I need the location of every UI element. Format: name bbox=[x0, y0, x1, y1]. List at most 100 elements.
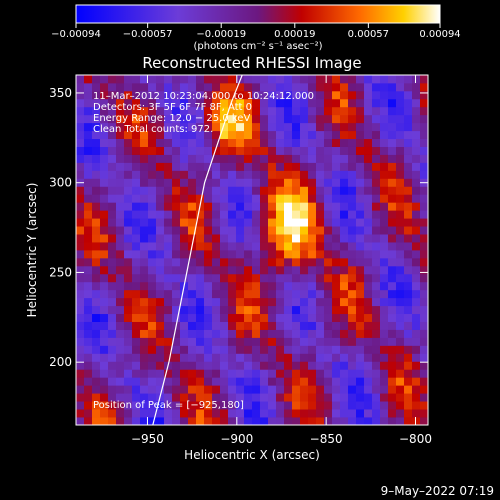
heatmap-cell bbox=[172, 393, 181, 402]
heatmap-cell bbox=[76, 361, 85, 370]
heatmap-cell bbox=[204, 138, 213, 147]
heatmap-cell bbox=[308, 417, 317, 425]
heatmap-cell bbox=[268, 257, 277, 267]
heatmap-cell bbox=[420, 345, 428, 354]
heatmap-cell bbox=[116, 106, 125, 116]
heatmap-cell bbox=[212, 337, 221, 346]
heatmap-cell bbox=[340, 353, 349, 362]
heatmap-cell bbox=[76, 273, 85, 283]
heatmap-cell bbox=[124, 401, 133, 410]
heatmap-cell bbox=[300, 234, 309, 243]
heatmap-cell bbox=[220, 377, 229, 386]
heatmap-cell bbox=[404, 122, 413, 132]
heatmap-cell bbox=[140, 281, 149, 291]
heatmap-cell bbox=[220, 353, 229, 362]
heatmap-cell bbox=[172, 186, 181, 195]
heatmap-cell bbox=[380, 289, 389, 299]
heatmap-cell bbox=[124, 353, 133, 362]
heatmap-cell bbox=[332, 393, 341, 402]
heatmap-cell bbox=[260, 98, 269, 108]
heatmap-cell bbox=[340, 265, 349, 275]
heatmap-cell bbox=[300, 369, 309, 378]
heatmap-cell bbox=[228, 297, 237, 307]
heatmap-cell bbox=[300, 281, 309, 291]
heatmap-cell bbox=[324, 265, 333, 275]
heatmap-cell bbox=[196, 393, 205, 402]
heatmap-cell bbox=[148, 409, 157, 418]
heatmap-cell bbox=[324, 281, 333, 291]
heatmap-cell bbox=[404, 385, 413, 394]
heatmap-cell bbox=[396, 281, 405, 291]
heatmap-cell bbox=[84, 162, 93, 171]
heatmap-cell bbox=[316, 114, 325, 124]
heatmap-cell bbox=[92, 361, 101, 370]
heatmap-cell bbox=[84, 377, 93, 386]
heatmap-cell bbox=[292, 321, 301, 330]
heatmap-cell bbox=[124, 289, 133, 299]
heatmap-cell bbox=[84, 178, 93, 187]
heatmap-cell bbox=[332, 305, 341, 315]
heatmap-cell bbox=[388, 114, 397, 124]
heatmap-cell bbox=[316, 353, 325, 362]
heatmap-cell bbox=[180, 305, 189, 315]
heatmap-cell bbox=[236, 138, 245, 147]
heatmap-cell bbox=[108, 114, 117, 124]
heatmap-cell bbox=[324, 273, 333, 283]
heatmap-cell bbox=[356, 130, 365, 140]
heatmap-cell bbox=[244, 417, 253, 425]
heatmap-cell bbox=[324, 234, 333, 243]
heatmap-cell bbox=[108, 385, 117, 394]
heatmap-cell bbox=[164, 353, 173, 362]
heatmap-cell bbox=[108, 194, 117, 203]
heatmap-cell bbox=[236, 377, 245, 386]
heatmap-cell bbox=[100, 361, 109, 370]
heatmap-cell bbox=[244, 98, 253, 108]
heatmap-cell bbox=[284, 90, 293, 100]
heatmap-cell bbox=[412, 75, 421, 84]
heatmap-cell bbox=[340, 178, 349, 187]
heatmap-cell bbox=[244, 257, 253, 267]
heatmap-cell bbox=[348, 313, 357, 322]
heatmap-cell bbox=[372, 265, 381, 275]
heatmap-cell bbox=[228, 114, 237, 124]
heatmap-cell bbox=[228, 401, 237, 410]
heatmap-cell bbox=[324, 186, 333, 195]
heatmap-cell bbox=[316, 122, 325, 132]
heatmap-cell bbox=[292, 122, 301, 132]
heatmap-cell bbox=[396, 297, 405, 307]
heatmap-cell bbox=[196, 409, 205, 418]
heatmap-cell bbox=[212, 138, 221, 147]
heatmap-cell bbox=[380, 250, 389, 259]
heatmap-cell bbox=[220, 409, 229, 418]
heatmap-cell bbox=[108, 273, 117, 283]
heatmap-cell bbox=[76, 289, 85, 299]
heatmap-cell bbox=[356, 257, 365, 267]
heatmap-cell bbox=[148, 369, 157, 378]
heatmap-cell bbox=[388, 321, 397, 330]
heatmap-cell bbox=[380, 297, 389, 307]
heatmap-cell bbox=[172, 146, 181, 155]
heatmap-cell bbox=[252, 417, 261, 425]
heatmap-cell bbox=[148, 281, 157, 291]
heatmap-cell bbox=[332, 257, 341, 267]
heatmap-cell bbox=[124, 114, 133, 124]
heatmap-cell bbox=[180, 361, 189, 370]
heatmap-cell bbox=[196, 417, 205, 425]
heatmap-cell bbox=[332, 242, 341, 251]
heatmap-cell bbox=[292, 257, 301, 267]
heatmap-cell bbox=[284, 345, 293, 354]
heatmap-cell bbox=[284, 194, 293, 203]
heatmap-cell bbox=[268, 106, 277, 116]
heatmap-cell bbox=[276, 75, 285, 84]
heatmap-cell bbox=[388, 401, 397, 410]
heatmap-cell bbox=[196, 122, 205, 132]
heatmap-cell bbox=[84, 154, 93, 163]
heatmap-cell bbox=[92, 329, 101, 338]
heatmap-cell bbox=[132, 98, 141, 108]
heatmap-cell bbox=[108, 234, 117, 243]
heatmap-cell bbox=[420, 409, 428, 418]
heatmap-cell bbox=[324, 146, 333, 155]
heatmap-cell bbox=[100, 297, 109, 307]
heatmap-cell bbox=[236, 98, 245, 108]
heatmap-cell bbox=[164, 130, 173, 140]
